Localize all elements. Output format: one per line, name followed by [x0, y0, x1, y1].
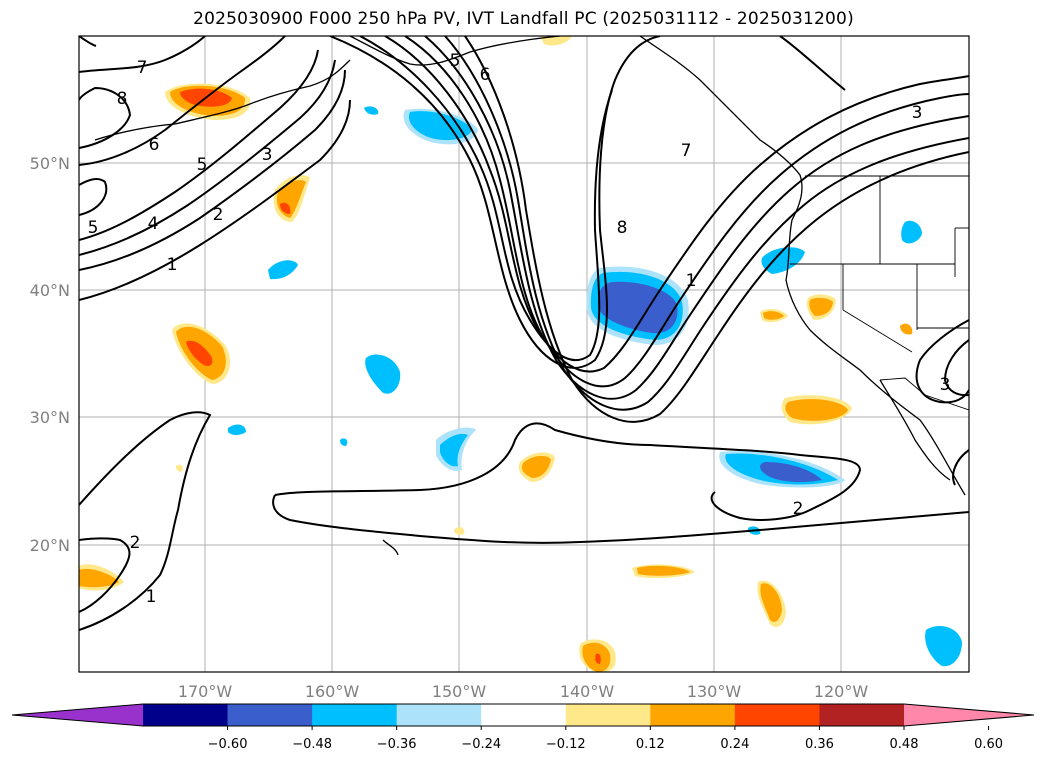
negative-blob — [901, 220, 922, 244]
contour-label: 7 — [681, 141, 692, 161]
colorbar-segment — [481, 704, 567, 726]
contour-labels: 7 8 6 5 5 4 3 2 1 5 6 8 7 1 3 3 2 2 1 — [88, 51, 951, 607]
colorbar-segment — [819, 704, 905, 726]
colorbar-segment — [734, 704, 820, 726]
contour-label: 8 — [117, 89, 128, 109]
lat-label: 30°N — [30, 408, 70, 427]
positive-blob — [595, 653, 601, 664]
contour-label: 5 — [450, 51, 461, 71]
lat-label: 40°N — [30, 281, 70, 300]
positive-blob — [454, 527, 465, 535]
contour-label: 1 — [167, 255, 178, 275]
contour-label: 6 — [149, 135, 160, 155]
contour-label: 2 — [213, 205, 224, 225]
positive-blob — [186, 340, 213, 366]
lat-label: 20°N — [30, 536, 70, 555]
contour-label: 3 — [262, 145, 273, 165]
colorbar-outline — [11, 703, 1035, 727]
colorbar-tick-label: 0.48 — [890, 737, 919, 752]
colorbar-segment — [396, 704, 482, 726]
colorbar-tick-label: −0.12 — [546, 737, 586, 752]
positive-blob — [763, 311, 784, 320]
negative-blob — [268, 260, 298, 280]
colorbar-extend-high — [904, 704, 1034, 726]
lon-label: 120°W — [814, 682, 869, 701]
lat-label: 50°N — [30, 154, 70, 173]
lon-label: 140°W — [560, 682, 615, 701]
negative-blob — [760, 462, 822, 483]
contour-label: 5 — [197, 155, 208, 175]
colorbar-tick-label: 0.60 — [974, 737, 1003, 752]
colorbar-segment — [312, 704, 398, 726]
negative-blob — [228, 424, 246, 435]
longitude-labels: 170°W 160°W 150°W 140°W 130°W 120°W — [178, 682, 869, 701]
latitude-labels: 50°N 40°N 30°N 20°N — [30, 154, 70, 555]
colorbar-tick-label: −0.48 — [292, 737, 332, 752]
colorbar-segment — [227, 704, 313, 726]
contour-label: 2 — [130, 533, 141, 553]
contour-label: 7 — [137, 58, 148, 78]
negative-blob — [408, 111, 472, 141]
colorbar-tick-label: 0.24 — [720, 737, 749, 752]
colorbar-segment — [143, 704, 229, 726]
negative-blob — [440, 433, 468, 467]
negative-blob — [364, 106, 379, 115]
colorbar-tick-label: −0.36 — [377, 737, 417, 752]
contour-label: 3 — [940, 375, 951, 395]
colorbar-segment — [565, 704, 651, 726]
lon-label: 170°W — [178, 682, 233, 701]
map-title: 2025030900 F000 250 hPa PV, IVT Landfall… — [193, 9, 854, 29]
positive-blob — [540, 36, 572, 46]
positive-blob — [522, 455, 551, 478]
coastlines — [94, 36, 966, 556]
contour-label: 4 — [148, 214, 159, 234]
colorbar-segment — [650, 704, 736, 726]
positive-blob — [176, 464, 183, 472]
positive-blob — [900, 323, 913, 335]
positive-blob — [760, 583, 782, 622]
ivt-shading — [79, 36, 962, 672]
gridlines — [79, 36, 969, 672]
contour-label: 8 — [617, 218, 628, 238]
contour-label: 1 — [146, 587, 157, 607]
colorbar-tick-label: −0.60 — [208, 737, 248, 752]
positive-blob — [280, 202, 291, 214]
lon-label: 160°W — [305, 682, 360, 701]
negative-blob — [925, 626, 962, 667]
lon-label: 130°W — [687, 682, 742, 701]
positive-blob — [79, 568, 119, 588]
colorbar-tick-label: 0.12 — [636, 737, 665, 752]
map-border — [78, 35, 970, 673]
colorbar-tick-label: −0.24 — [461, 737, 501, 752]
positive-blob — [785, 399, 848, 421]
contour-label: 2 — [793, 499, 804, 519]
contour-label: 6 — [480, 65, 491, 85]
negative-blob — [761, 247, 805, 274]
colorbar-tick-label: 0.36 — [805, 737, 834, 752]
positive-blob — [637, 565, 690, 576]
positive-blob — [809, 297, 833, 316]
colorbar-extend-low — [12, 704, 143, 726]
contour-label: 3 — [912, 103, 923, 123]
contour-label: 1 — [686, 271, 697, 291]
lon-label: 150°W — [432, 682, 487, 701]
negative-blob — [365, 354, 401, 394]
negative-blob — [340, 438, 348, 446]
pv-contours — [79, 36, 969, 631]
colorbar: −0.60 −0.48 −0.36 −0.24 −0.12 0.12 0.24 0.36 0.4… — [11, 703, 1035, 752]
contour-label: 5 — [88, 218, 99, 238]
